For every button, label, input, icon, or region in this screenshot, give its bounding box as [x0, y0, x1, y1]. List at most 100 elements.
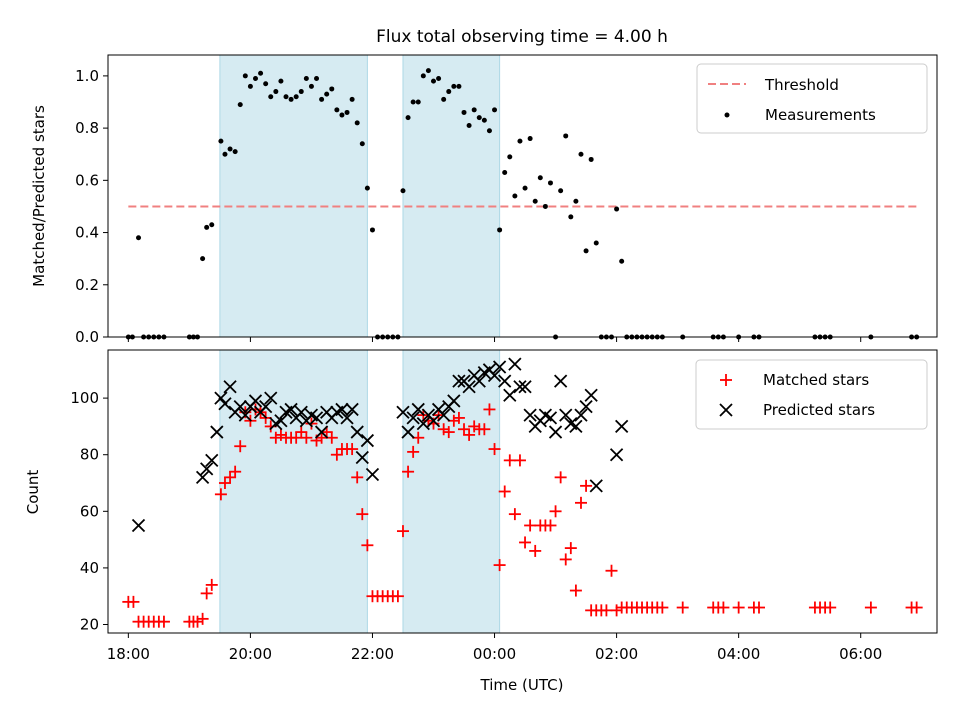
measurement-point — [319, 96, 325, 102]
measurement-point — [466, 123, 472, 128]
matched-star-point — [605, 564, 618, 577]
matched-star-point — [290, 431, 303, 444]
legend-measurement-swatch — [724, 112, 730, 118]
matched-star-point — [483, 403, 496, 416]
count-points — [122, 357, 923, 628]
predicted-star-point — [411, 402, 425, 417]
legend: Matched stars Predicted stars — [695, 359, 928, 430]
matched-star-point — [191, 615, 204, 628]
y-axis-label: Matched/Predicted stars — [30, 105, 48, 287]
predicted-star-point — [548, 425, 563, 439]
measurement-point — [527, 136, 533, 142]
matched-star-point — [200, 587, 213, 600]
measurement-point — [252, 76, 258, 81]
predicted-star-point — [513, 380, 527, 394]
matched-star-point — [544, 519, 557, 532]
measurement-point — [410, 99, 416, 105]
legend-predicted-swatch — [719, 403, 733, 417]
legend-predicted-label: Predicted stars — [763, 401, 875, 419]
matched-star-point — [356, 508, 369, 521]
measurement-point — [288, 96, 294, 102]
predicted-star-point — [487, 368, 502, 383]
measurement-point — [502, 170, 508, 175]
matched-star-point — [196, 612, 209, 625]
matched-star-point — [519, 536, 532, 549]
measurement-point — [237, 102, 243, 108]
measurement-point — [247, 83, 253, 89]
measurement-point — [425, 68, 431, 74]
predicted-star-point — [218, 397, 232, 411]
measurement-point — [456, 83, 462, 89]
predicted-star-point — [523, 408, 537, 422]
measurement-point — [517, 138, 523, 144]
observing-window-span — [402, 349, 501, 634]
matched-star-point — [600, 604, 613, 617]
matched-star-point — [676, 601, 689, 614]
legend-matched-label: Matched stars — [763, 371, 869, 389]
predicted-star-point — [589, 479, 603, 493]
predicted-star-point — [503, 388, 517, 402]
predicted-star-point — [214, 391, 228, 405]
measurement-point — [507, 154, 513, 160]
matched-star-point — [361, 539, 374, 552]
predicted-star-point — [259, 399, 273, 414]
panel-counts: 18:00 20:00 22:00 00:00 02:00 04:00 06:00 20 40… — [24, 349, 938, 694]
measurement-point — [283, 94, 289, 100]
matched-star-point — [580, 479, 593, 492]
legend-matched-swatch — [720, 374, 732, 386]
predicted-star-point — [360, 433, 375, 448]
measurement-point — [349, 96, 355, 102]
measurement-point — [481, 117, 487, 123]
predicted-star-point — [340, 411, 354, 425]
predicted-star-point — [518, 380, 532, 394]
measurement-point — [218, 138, 224, 144]
observing-windows — [219, 54, 501, 338]
y-ticks: 20 40 60 80 100 — [70, 389, 108, 634]
matched-star-point — [574, 496, 587, 509]
legend-frame — [695, 359, 928, 430]
x-axis-label: Time (UTC) — [480, 676, 564, 694]
measurement-point — [308, 83, 314, 89]
measurement-point — [476, 115, 482, 121]
predicted-star-point — [416, 416, 430, 431]
x-tick-label: 06:00 — [839, 645, 882, 663]
measurement-point — [420, 73, 426, 79]
observing-windows — [219, 349, 501, 634]
matched-star-point — [478, 423, 491, 436]
measurement-point — [486, 128, 492, 134]
measurement-point — [614, 206, 620, 212]
matched-star-point — [218, 477, 231, 490]
predicted-star-point — [437, 408, 451, 422]
measurement-point — [227, 146, 233, 152]
measurement-point — [430, 78, 436, 84]
x-ticks: 18:00 20:00 22:00 00:00 02:00 04:00 06:00 — [107, 633, 882, 663]
measurement-point — [314, 76, 320, 81]
matched-star-point — [864, 601, 877, 614]
matched-star-point — [229, 465, 242, 478]
predicted-star-point — [447, 394, 461, 408]
measurement-point — [204, 224, 210, 230]
measurement-point — [369, 227, 375, 233]
matched-star-point — [468, 420, 481, 433]
measurement-point — [136, 235, 142, 241]
predicted-star-point — [238, 408, 252, 422]
matched-star-point — [205, 578, 218, 591]
predicted-star-point — [274, 414, 288, 428]
measurement-point — [619, 258, 625, 264]
matched-star-point — [498, 485, 511, 498]
measurement-point — [334, 107, 340, 113]
measurement-point — [588, 156, 594, 162]
predicted-star-point — [543, 411, 558, 425]
measurement-point — [583, 248, 589, 254]
predicted-star-point — [314, 425, 329, 439]
y-tick-label: 100 — [70, 389, 99, 407]
predicted-star-point — [195, 470, 210, 484]
measurement-point — [359, 141, 365, 147]
predicted-star-point — [508, 357, 522, 371]
observing-window-span — [402, 54, 501, 338]
x-tick-label: 22:00 — [351, 645, 394, 663]
measurement-point — [278, 78, 284, 84]
measurement-point — [298, 89, 304, 95]
matched-star-point — [351, 471, 364, 484]
